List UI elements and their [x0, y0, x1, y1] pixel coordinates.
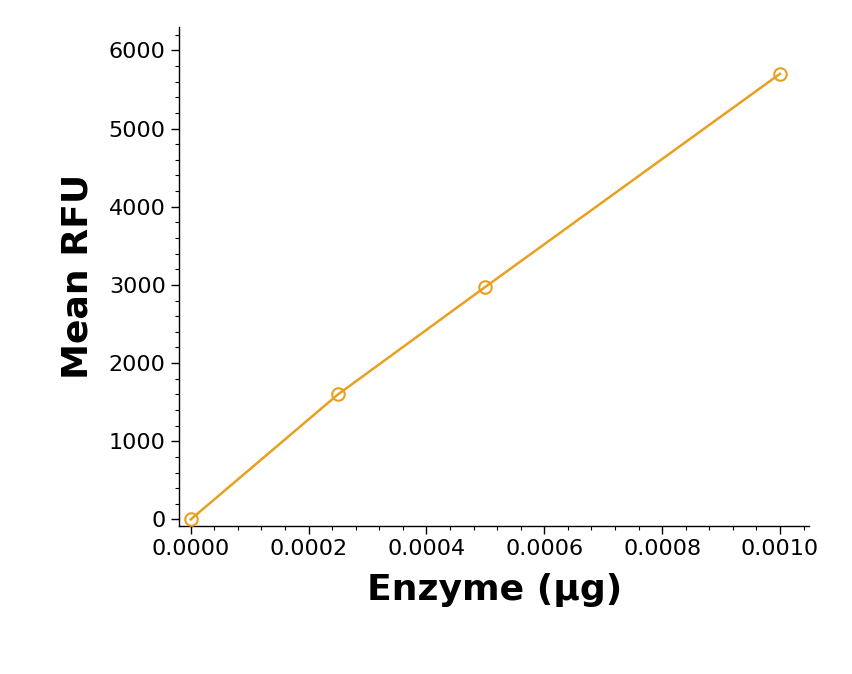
Y-axis label: Mean RFU: Mean RFU [60, 174, 95, 379]
X-axis label: Enzyme (μg): Enzyme (μg) [366, 573, 622, 607]
